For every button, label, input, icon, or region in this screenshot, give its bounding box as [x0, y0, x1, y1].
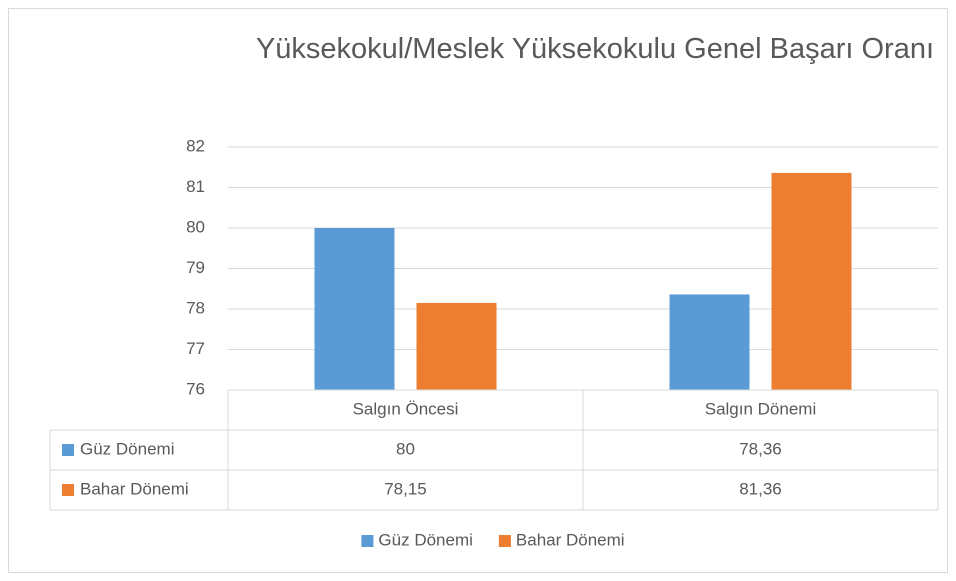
x-tick-label: Salgın Öncesi — [353, 399, 459, 418]
table-value: 80 — [396, 439, 415, 458]
y-tick-label: 77 — [186, 339, 205, 358]
table-value: 78,36 — [739, 439, 782, 458]
bar — [669, 294, 750, 390]
x-tick-label: Salgın Dönemi — [705, 399, 817, 418]
bar — [771, 172, 852, 390]
legend-label: Bahar Dönemi — [516, 530, 625, 549]
table-value: 81,36 — [739, 479, 782, 498]
legend-key — [361, 535, 374, 547]
y-tick-label: 78 — [186, 298, 205, 317]
legend-label: Güz Dönemi — [378, 530, 472, 549]
table-legend-key — [62, 484, 74, 496]
y-tick-label: 76 — [186, 379, 205, 398]
y-tick-label: 79 — [186, 258, 205, 277]
chart-border — [8, 8, 948, 573]
table-series-name: Güz Dönemi — [80, 439, 174, 458]
table-legend-key — [62, 444, 74, 456]
chart-title: Yüksekokul/Meslek Yüksekokulu Genel Başa… — [255, 33, 935, 65]
table-series-name: Bahar Dönemi — [80, 479, 189, 498]
bar — [416, 302, 497, 390]
legend-key — [498, 535, 511, 547]
y-tick-label: 81 — [186, 177, 205, 196]
table-value: 78,15 — [384, 479, 427, 498]
y-tick-label: 82 — [186, 136, 205, 155]
bar — [314, 228, 395, 390]
y-tick-label: 80 — [186, 217, 205, 236]
